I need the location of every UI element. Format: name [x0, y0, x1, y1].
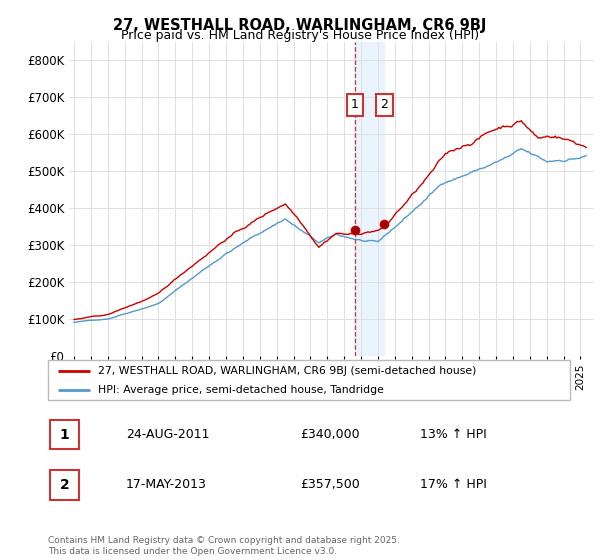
Text: 27, WESTHALL ROAD, WARLINGHAM, CR6 9BJ: 27, WESTHALL ROAD, WARLINGHAM, CR6 9BJ [113, 18, 487, 33]
Text: 1: 1 [59, 428, 70, 441]
Text: 13% ↑ HPI: 13% ↑ HPI [420, 428, 487, 441]
Text: Price paid vs. HM Land Registry's House Price Index (HPI): Price paid vs. HM Land Registry's House … [121, 29, 479, 42]
Text: £340,000: £340,000 [300, 428, 359, 441]
Text: £357,500: £357,500 [300, 478, 360, 492]
Text: 2: 2 [380, 98, 388, 111]
Text: Contains HM Land Registry data © Crown copyright and database right 2025.
This d: Contains HM Land Registry data © Crown c… [48, 536, 400, 556]
Text: 24-AUG-2011: 24-AUG-2011 [126, 428, 209, 441]
Text: 17% ↑ HPI: 17% ↑ HPI [420, 478, 487, 492]
FancyBboxPatch shape [50, 470, 79, 500]
FancyBboxPatch shape [50, 420, 79, 449]
Bar [355, 42, 385, 356]
Text: 1: 1 [351, 98, 359, 111]
Text: 27, WESTHALL ROAD, WARLINGHAM, CR6 9BJ (semi-detached house): 27, WESTHALL ROAD, WARLINGHAM, CR6 9BJ (… [98, 366, 476, 376]
Text: 17-MAY-2013: 17-MAY-2013 [126, 478, 207, 492]
Text: 2: 2 [59, 478, 70, 492]
Text: HPI: Average price, semi-detached house, Tandridge: HPI: Average price, semi-detached house,… [98, 385, 383, 394]
FancyBboxPatch shape [48, 360, 570, 400]
